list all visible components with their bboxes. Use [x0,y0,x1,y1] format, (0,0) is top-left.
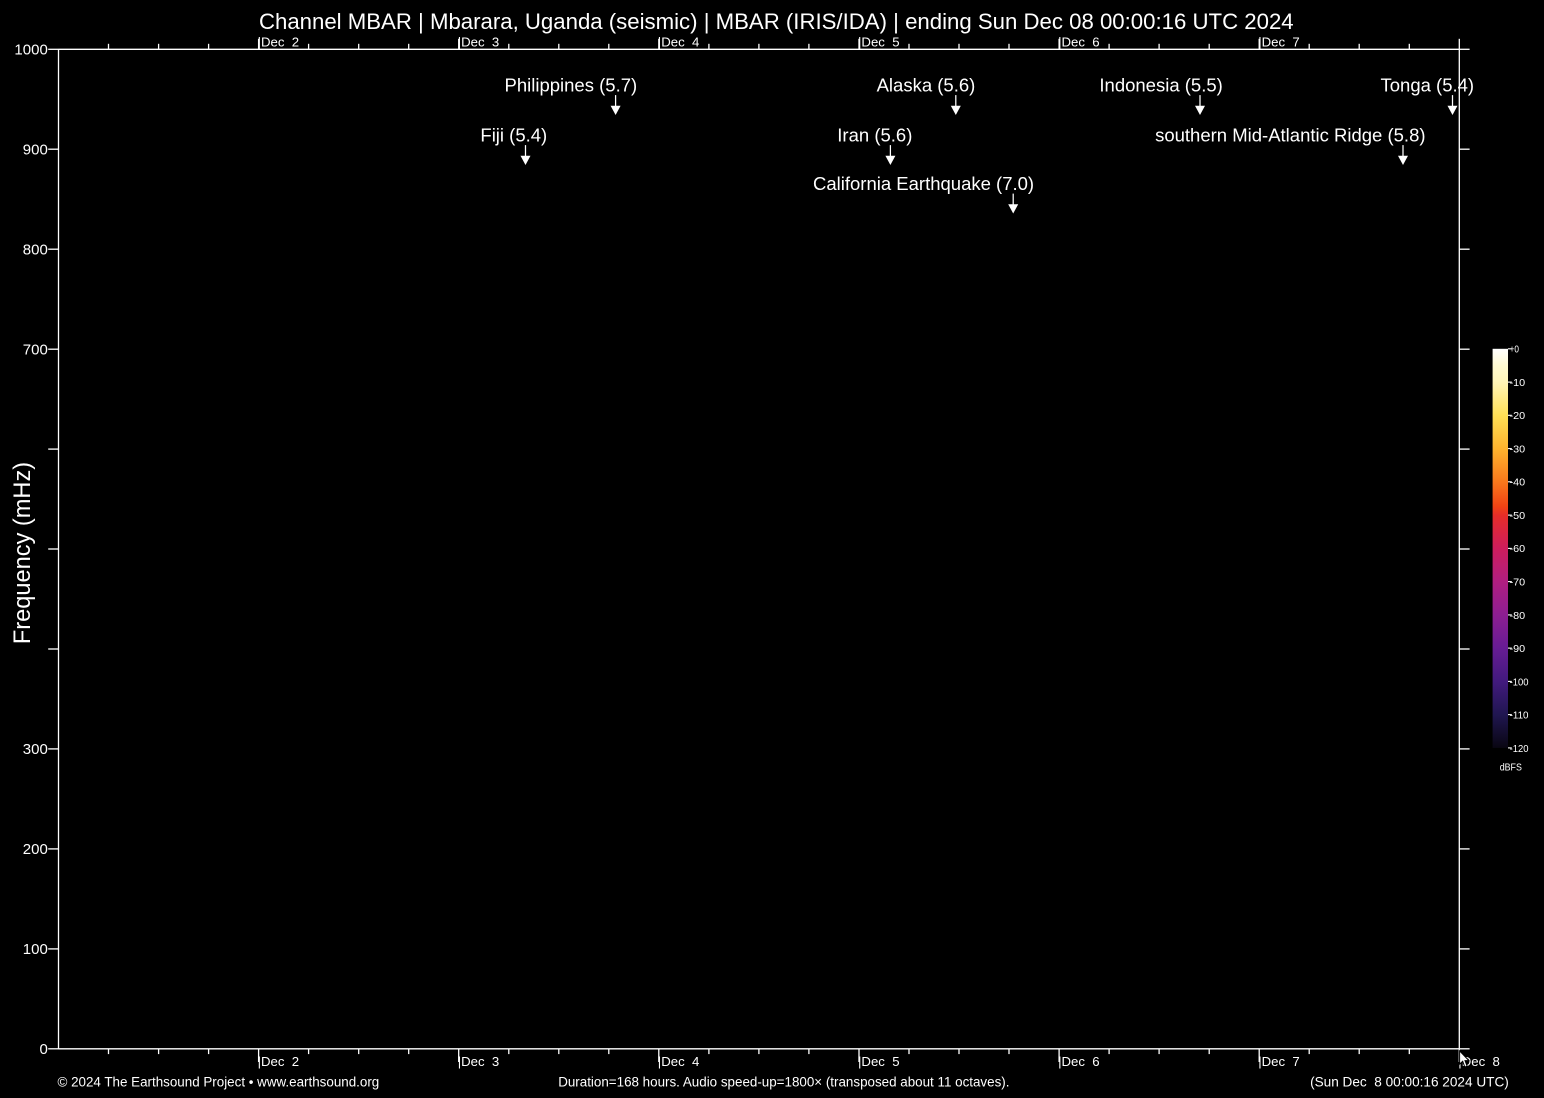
svg-text:Frequency (mHz): Frequency (mHz) [10,462,36,644]
svg-text:200: 200 [23,841,48,858]
svg-text:Philippines (5.7): Philippines (5.7) [505,74,638,95]
svg-text:|Dec 3: |Dec 3 [458,1054,500,1069]
svg-text:Tonga (5.4): Tonga (5.4) [1381,74,1475,95]
svg-text:-40: -40 [1510,478,1526,489]
svg-text:|Dec 2: |Dec 2 [258,34,300,49]
svg-text:dBFS: dBFS [1500,763,1522,774]
svg-text:700: 700 [23,342,48,359]
svg-text:|Dec 5: |Dec 5 [858,34,900,49]
svg-text:Fiji (5.4): Fiji (5.4) [480,124,547,145]
svg-text:-50: -50 [1510,511,1526,522]
svg-text:|Dec 5: |Dec 5 [858,1054,900,1069]
svg-text:Alaska (5.6): Alaska (5.6) [877,74,976,95]
svg-text:-80: -80 [1510,611,1526,622]
svg-text:100: 100 [23,941,48,958]
svg-text:California Earthquake (7.0): California Earthquake (7.0) [813,173,1034,194]
svg-text:|Dec 2: |Dec 2 [258,1054,300,1069]
svg-text:Indonesia (5.5): Indonesia (5.5) [1099,74,1222,95]
svg-text:-60: -60 [1510,544,1526,555]
svg-text:-120: -120 [1510,744,1529,755]
svg-text:|Dec 7: |Dec 7 [1258,34,1300,49]
svg-text:-30: -30 [1510,445,1526,456]
svg-text:1000: 1000 [14,42,47,59]
svg-text:Channel MBAR | Mbarara, Uganda: Channel MBAR | Mbarara, Uganda (seismic)… [259,9,1294,34]
svg-text:-110: -110 [1510,711,1529,722]
svg-text:(Sun Dec 8 00:00:16 2024 UTC): (Sun Dec 8 00:00:16 2024 UTC) [1310,1074,1509,1089]
svg-text:-70: -70 [1510,578,1526,589]
svg-text:900: 900 [23,142,48,159]
svg-text:|Dec 6: |Dec 6 [1058,1054,1100,1069]
svg-text:southern Mid-Atlantic Ridge (5: southern Mid-Atlantic Ridge (5.8) [1155,124,1425,145]
svg-text:|Dec 8: |Dec 8 [1458,1054,1500,1069]
svg-text:|Dec 7: |Dec 7 [1258,1054,1300,1069]
svg-text:800: 800 [23,242,48,259]
svg-text:+0: +0 [1510,345,1520,356]
svg-text:|Dec 3: |Dec 3 [458,34,500,49]
svg-text:|Dec 4: |Dec 4 [658,1054,700,1069]
svg-text:-10: -10 [1510,378,1526,389]
svg-text:Iran (5.6): Iran (5.6) [837,124,912,145]
svg-text:|Dec 6: |Dec 6 [1058,34,1100,49]
svg-text:Duration=168 hours. Audio spee: Duration=168 hours. Audio speed-up=1800×… [558,1074,1009,1089]
svg-text:300: 300 [23,741,48,758]
svg-text:© 2024 The Earthsound Project: © 2024 The Earthsound Project • www.eart… [58,1074,380,1089]
svg-text:-100: -100 [1510,677,1529,688]
svg-text:-90: -90 [1510,644,1526,655]
svg-text:-20: -20 [1510,411,1526,422]
svg-text:0: 0 [39,1041,47,1058]
svg-text:|Dec 4: |Dec 4 [658,34,700,49]
